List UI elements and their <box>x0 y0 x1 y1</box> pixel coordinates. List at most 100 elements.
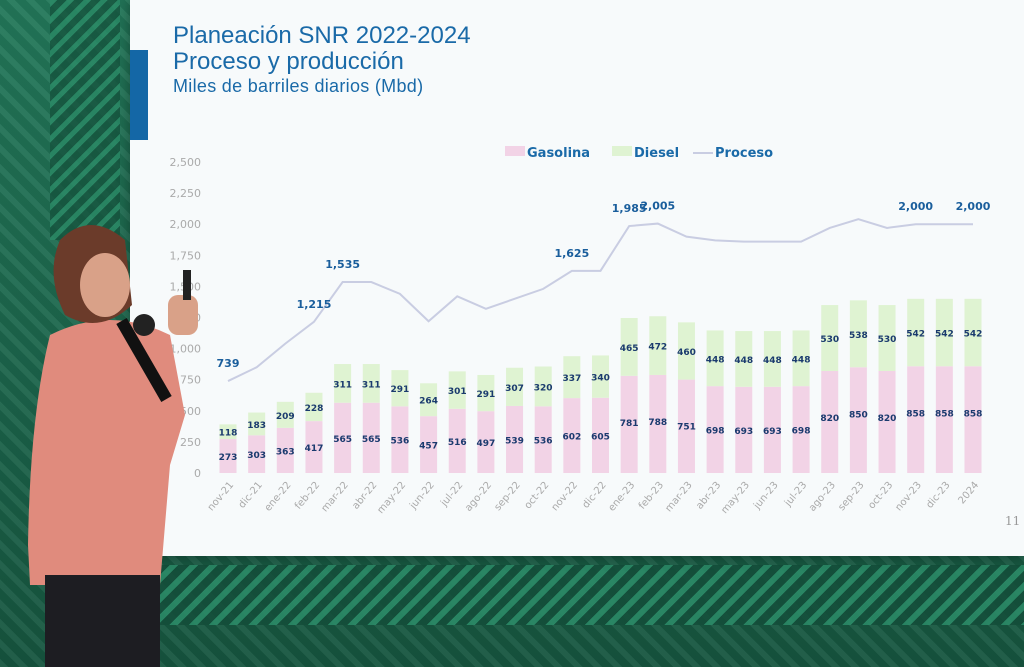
gasolina-data-label: 363 <box>276 447 295 457</box>
bar-gasolina <box>878 370 896 473</box>
bar-gasolina <box>821 370 839 473</box>
gasolina-data-label: 858 <box>906 409 925 419</box>
bar-diesel <box>735 331 753 387</box>
gasolina-data-label: 516 <box>448 438 467 448</box>
bar-diesel <box>448 371 466 409</box>
bar-diesel <box>506 367 524 406</box>
slide-title: Planeación SNR 2022-2024 <box>173 22 471 49</box>
y-tick-label: 2,500 <box>170 156 202 169</box>
gasolina-data-label: 850 <box>849 410 868 420</box>
bar-gasolina <box>563 398 581 473</box>
bar-diesel <box>620 317 638 376</box>
bar-diesel <box>477 374 495 412</box>
bar-diesel <box>878 305 896 371</box>
diesel-data-label: 542 <box>906 330 925 340</box>
x-tick-label: oct-22 <box>523 480 552 511</box>
bar-diesel <box>964 298 982 367</box>
decorative-pattern-left <box>50 0 120 240</box>
bar-diesel <box>935 298 953 367</box>
proceso-data-label: 1,215 <box>297 298 332 311</box>
proceso-data-label: 1,535 <box>325 258 360 271</box>
x-tick-label: ene-23 <box>607 480 638 514</box>
x-tick-label: oct-23 <box>866 480 895 511</box>
x-tick-label: abr-22 <box>350 480 379 512</box>
bar-diesel <box>907 298 925 367</box>
legend-swatch <box>612 146 632 156</box>
x-tick-label: jun-22 <box>407 480 437 512</box>
gasolina-data-label: 417 <box>305 444 324 454</box>
proceso-data-label: 1,625 <box>554 247 589 260</box>
x-tick-label: may-22 <box>375 480 408 516</box>
diesel-data-label: 183 <box>247 421 266 431</box>
x-tick-label: jun-23 <box>751 480 781 512</box>
gasolina-data-label: 693 <box>763 427 782 437</box>
bar-gasolina <box>248 435 266 473</box>
gasolina-data-label: 698 <box>706 427 725 437</box>
bar-gasolina <box>964 366 982 473</box>
bar-gasolina <box>735 386 753 473</box>
gasolina-data-label: 273 <box>219 453 238 463</box>
bar-gasolina <box>907 366 925 473</box>
proceso-data-label: 739 <box>217 357 240 370</box>
diesel-data-label: 448 <box>763 356 782 366</box>
diesel-data-label: 340 <box>591 374 610 384</box>
diesel-data-label: 538 <box>849 331 868 341</box>
bar-diesel <box>792 330 810 387</box>
x-tick-label: may-23 <box>719 480 752 516</box>
proceso-data-label: 2,000 <box>956 200 991 213</box>
proceso-data-label: 2,005 <box>640 200 675 213</box>
x-tick-label: jul-23 <box>782 480 809 509</box>
x-tick-label: sep-22 <box>493 480 523 513</box>
bar-diesel <box>391 370 409 407</box>
diesel-data-label: 530 <box>820 335 839 345</box>
bar-gasolina <box>362 402 380 473</box>
diesel-data-label: 448 <box>792 355 811 365</box>
gasolina-data-label: 858 <box>964 409 983 419</box>
bar-gasolina <box>649 374 667 473</box>
legend-swatch <box>505 146 525 156</box>
y-axis: 02505007501,0001,2501,5001,7502,0002,250… <box>170 156 202 480</box>
bar-diesel <box>362 364 380 403</box>
diesel-data-label: 337 <box>562 374 581 384</box>
diesel-data-label: 307 <box>505 384 524 394</box>
x-tick-label: dic-21 <box>237 480 265 511</box>
diesel-data-label: 301 <box>448 387 467 397</box>
gasolina-data-label: 457 <box>419 442 438 452</box>
gasolina-data-label: 539 <box>505 436 524 446</box>
bar-gasolina <box>391 406 409 473</box>
diesel-data-label: 228 <box>305 404 324 414</box>
legend-label: Proceso <box>715 146 773 161</box>
diesel-data-label: 542 <box>935 330 954 340</box>
bar-gasolina <box>477 411 495 473</box>
gasolina-data-label: 565 <box>333 435 352 445</box>
diesel-data-label: 320 <box>534 383 553 393</box>
diesel-data-label: 118 <box>219 429 238 439</box>
y-tick-label: 0 <box>194 467 201 480</box>
gasolina-data-label: 858 <box>935 409 954 419</box>
bar-gasolina <box>305 421 323 473</box>
bar-gasolina <box>420 416 438 473</box>
legend-label: Gasolina <box>527 146 590 161</box>
diesel-data-label: 209 <box>276 412 295 422</box>
diesel-data-label: 460 <box>677 348 696 358</box>
x-tick-label: jul-22 <box>438 480 465 509</box>
proceso-data-label: 1,985 <box>612 202 647 215</box>
y-tick-label: 2,000 <box>170 218 202 231</box>
bar-diesel <box>420 383 438 417</box>
diesel-data-label: 448 <box>734 356 753 366</box>
diesel-data-label: 530 <box>878 335 897 345</box>
bar-diesel <box>706 330 724 387</box>
gasolina-data-label: 602 <box>562 433 581 443</box>
gasolina-data-label: 698 <box>792 427 811 437</box>
x-tick-label: nov-23 <box>893 480 924 513</box>
bar-gasolina <box>620 375 638 473</box>
diesel-data-label: 311 <box>333 380 352 390</box>
bar-diesel <box>305 392 323 422</box>
x-tick-label: nov-22 <box>550 480 581 513</box>
bars: 273 118 303 183 363 209 417 228 565 311 565 311 536 2… <box>219 298 983 473</box>
bar-diesel <box>677 322 695 380</box>
bar-gasolina <box>763 386 781 473</box>
bar-diesel <box>248 412 266 436</box>
gasolina-data-label: 497 <box>476 439 495 449</box>
